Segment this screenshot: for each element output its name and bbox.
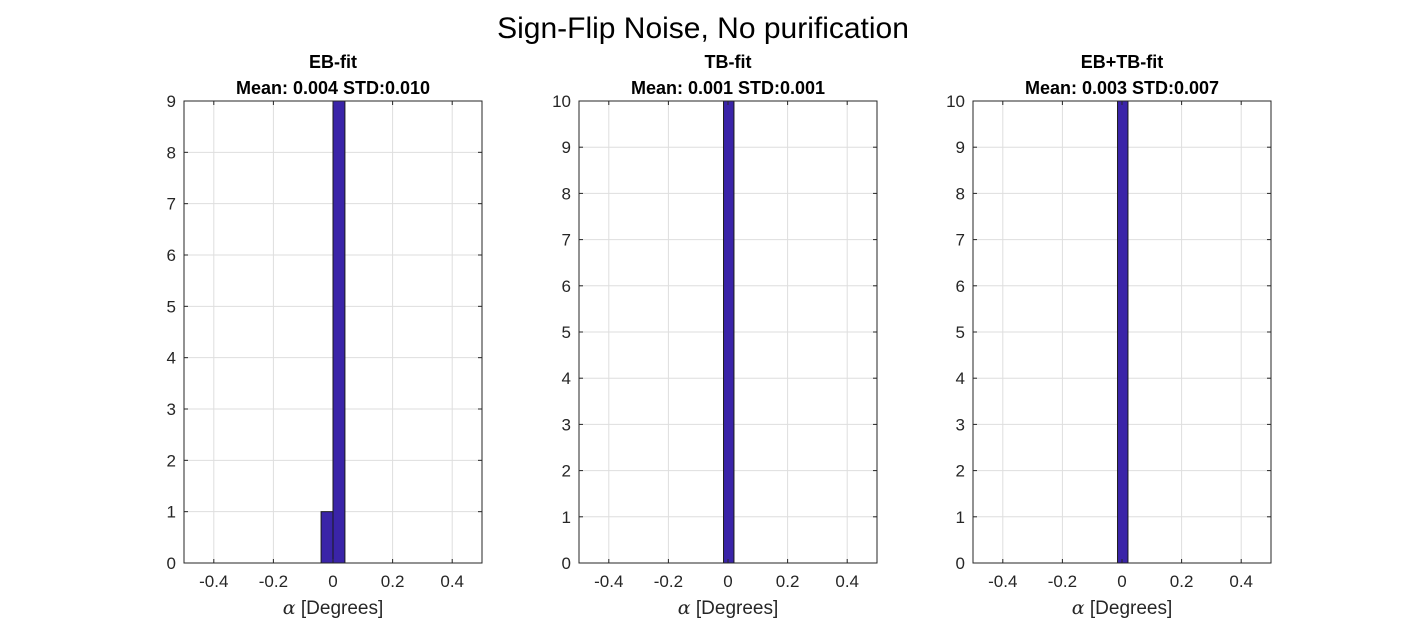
histogram-panel-1: -0.4 -0.2 0 0.2 0.4 0 1 2 3 4 5 6 7 8 9 EB-fit Mean: 0.0… bbox=[167, 52, 483, 619]
y-tick-label: 7 bbox=[562, 231, 571, 250]
x-tick-label: 0.2 bbox=[776, 572, 800, 591]
x-axis-label: α [Degrees] bbox=[678, 597, 779, 619]
panel-subtitle-stats: Mean: 0.004 STD:0.010 bbox=[236, 78, 430, 98]
y-tick-label: 6 bbox=[562, 277, 571, 296]
y-tick-label: 8 bbox=[956, 184, 965, 203]
y-tick-label: 6 bbox=[956, 277, 965, 296]
y-tick-label: 6 bbox=[167, 246, 176, 265]
x-tick-label: 0.4 bbox=[835, 572, 859, 591]
x-tick-label: -0.4 bbox=[199, 572, 228, 591]
y-tick-label: 9 bbox=[167, 92, 176, 111]
x-axis-label: α [Degrees] bbox=[1072, 597, 1173, 619]
y-tick-label: 2 bbox=[562, 462, 571, 481]
x-tick-label: -0.2 bbox=[259, 572, 288, 591]
y-tick-label: 9 bbox=[956, 138, 965, 157]
panel-title: EB-fit bbox=[309, 52, 357, 72]
x-tick-label: -0.4 bbox=[988, 572, 1017, 591]
y-tick-label: 5 bbox=[167, 297, 176, 316]
x-tick-label: 0.4 bbox=[440, 572, 464, 591]
x-tick-label: 0 bbox=[328, 572, 337, 591]
y-tick-label: 1 bbox=[956, 508, 965, 527]
y-tick-label: 7 bbox=[956, 231, 965, 250]
histogram-bar bbox=[1117, 100, 1129, 564]
y-tick-label: 2 bbox=[956, 462, 965, 481]
x-tick-label: 0 bbox=[723, 572, 732, 591]
x-tick-label: 0 bbox=[1117, 572, 1126, 591]
y-tick-label: 8 bbox=[562, 184, 571, 203]
y-tick-label: 5 bbox=[956, 323, 965, 342]
y-tick-label: 1 bbox=[167, 503, 176, 522]
y-tick-label: 3 bbox=[167, 400, 176, 419]
panel-title: EB+TB-fit bbox=[1081, 52, 1164, 72]
y-tick-label: 5 bbox=[562, 323, 571, 342]
y-tick-label: 3 bbox=[956, 415, 965, 434]
y-tick-label: 9 bbox=[562, 138, 571, 157]
panel-title: TB-fit bbox=[705, 52, 752, 72]
y-tick-label: 10 bbox=[946, 92, 965, 111]
y-tick-label: 3 bbox=[562, 415, 571, 434]
x-axis-label-symbol: α bbox=[283, 597, 296, 619]
x-axis-label-symbol: α bbox=[678, 597, 691, 619]
histogram-bar bbox=[723, 100, 735, 564]
x-axis-label-symbol: α bbox=[1072, 597, 1085, 619]
histogram-bar bbox=[332, 100, 346, 564]
figure-title: Sign-Flip Noise, No purification bbox=[497, 12, 909, 45]
y-tick-label: 10 bbox=[552, 92, 571, 111]
x-tick-label: -0.2 bbox=[654, 572, 683, 591]
histogram-panel-3: -0.4 -0.2 0 0.2 0.4 0 1 2 3 4 5 6 7 8 9 10 EB+TB-fit Mean… bbox=[946, 52, 1272, 619]
x-tick-label: -0.2 bbox=[1048, 572, 1077, 591]
histogram-bar bbox=[320, 511, 334, 564]
y-tick-label: 0 bbox=[956, 554, 965, 573]
x-axis-label-text: [Degrees] bbox=[1085, 598, 1173, 619]
panel-subtitle-stats: Mean: 0.003 STD:0.007 bbox=[1025, 78, 1219, 98]
x-axis-label-text: [Degrees] bbox=[691, 598, 779, 619]
y-tick-label: 4 bbox=[167, 349, 176, 368]
y-tick-label: 0 bbox=[167, 554, 176, 573]
y-tick-label: 7 bbox=[167, 195, 176, 214]
y-tick-label: 0 bbox=[562, 554, 571, 573]
x-axis-label: α [Degrees] bbox=[283, 597, 384, 619]
x-tick-label: -0.4 bbox=[594, 572, 623, 591]
panel-subtitle-stats: Mean: 0.001 STD:0.001 bbox=[631, 78, 825, 98]
x-tick-label: 0.2 bbox=[381, 572, 405, 591]
y-tick-label: 4 bbox=[562, 369, 571, 388]
y-tick-label: 1 bbox=[562, 508, 571, 527]
y-tick-label: 2 bbox=[167, 451, 176, 470]
x-tick-label: 0.4 bbox=[1229, 572, 1253, 591]
y-tick-label: 4 bbox=[956, 369, 965, 388]
x-axis-label-text: [Degrees] bbox=[296, 598, 384, 619]
y-tick-label: 8 bbox=[167, 143, 176, 162]
histogram-panel-2: -0.4 -0.2 0 0.2 0.4 0 1 2 3 4 5 6 7 8 9 10 TB-fit Mean: 0… bbox=[552, 52, 878, 619]
x-tick-label: 0.2 bbox=[1170, 572, 1194, 591]
